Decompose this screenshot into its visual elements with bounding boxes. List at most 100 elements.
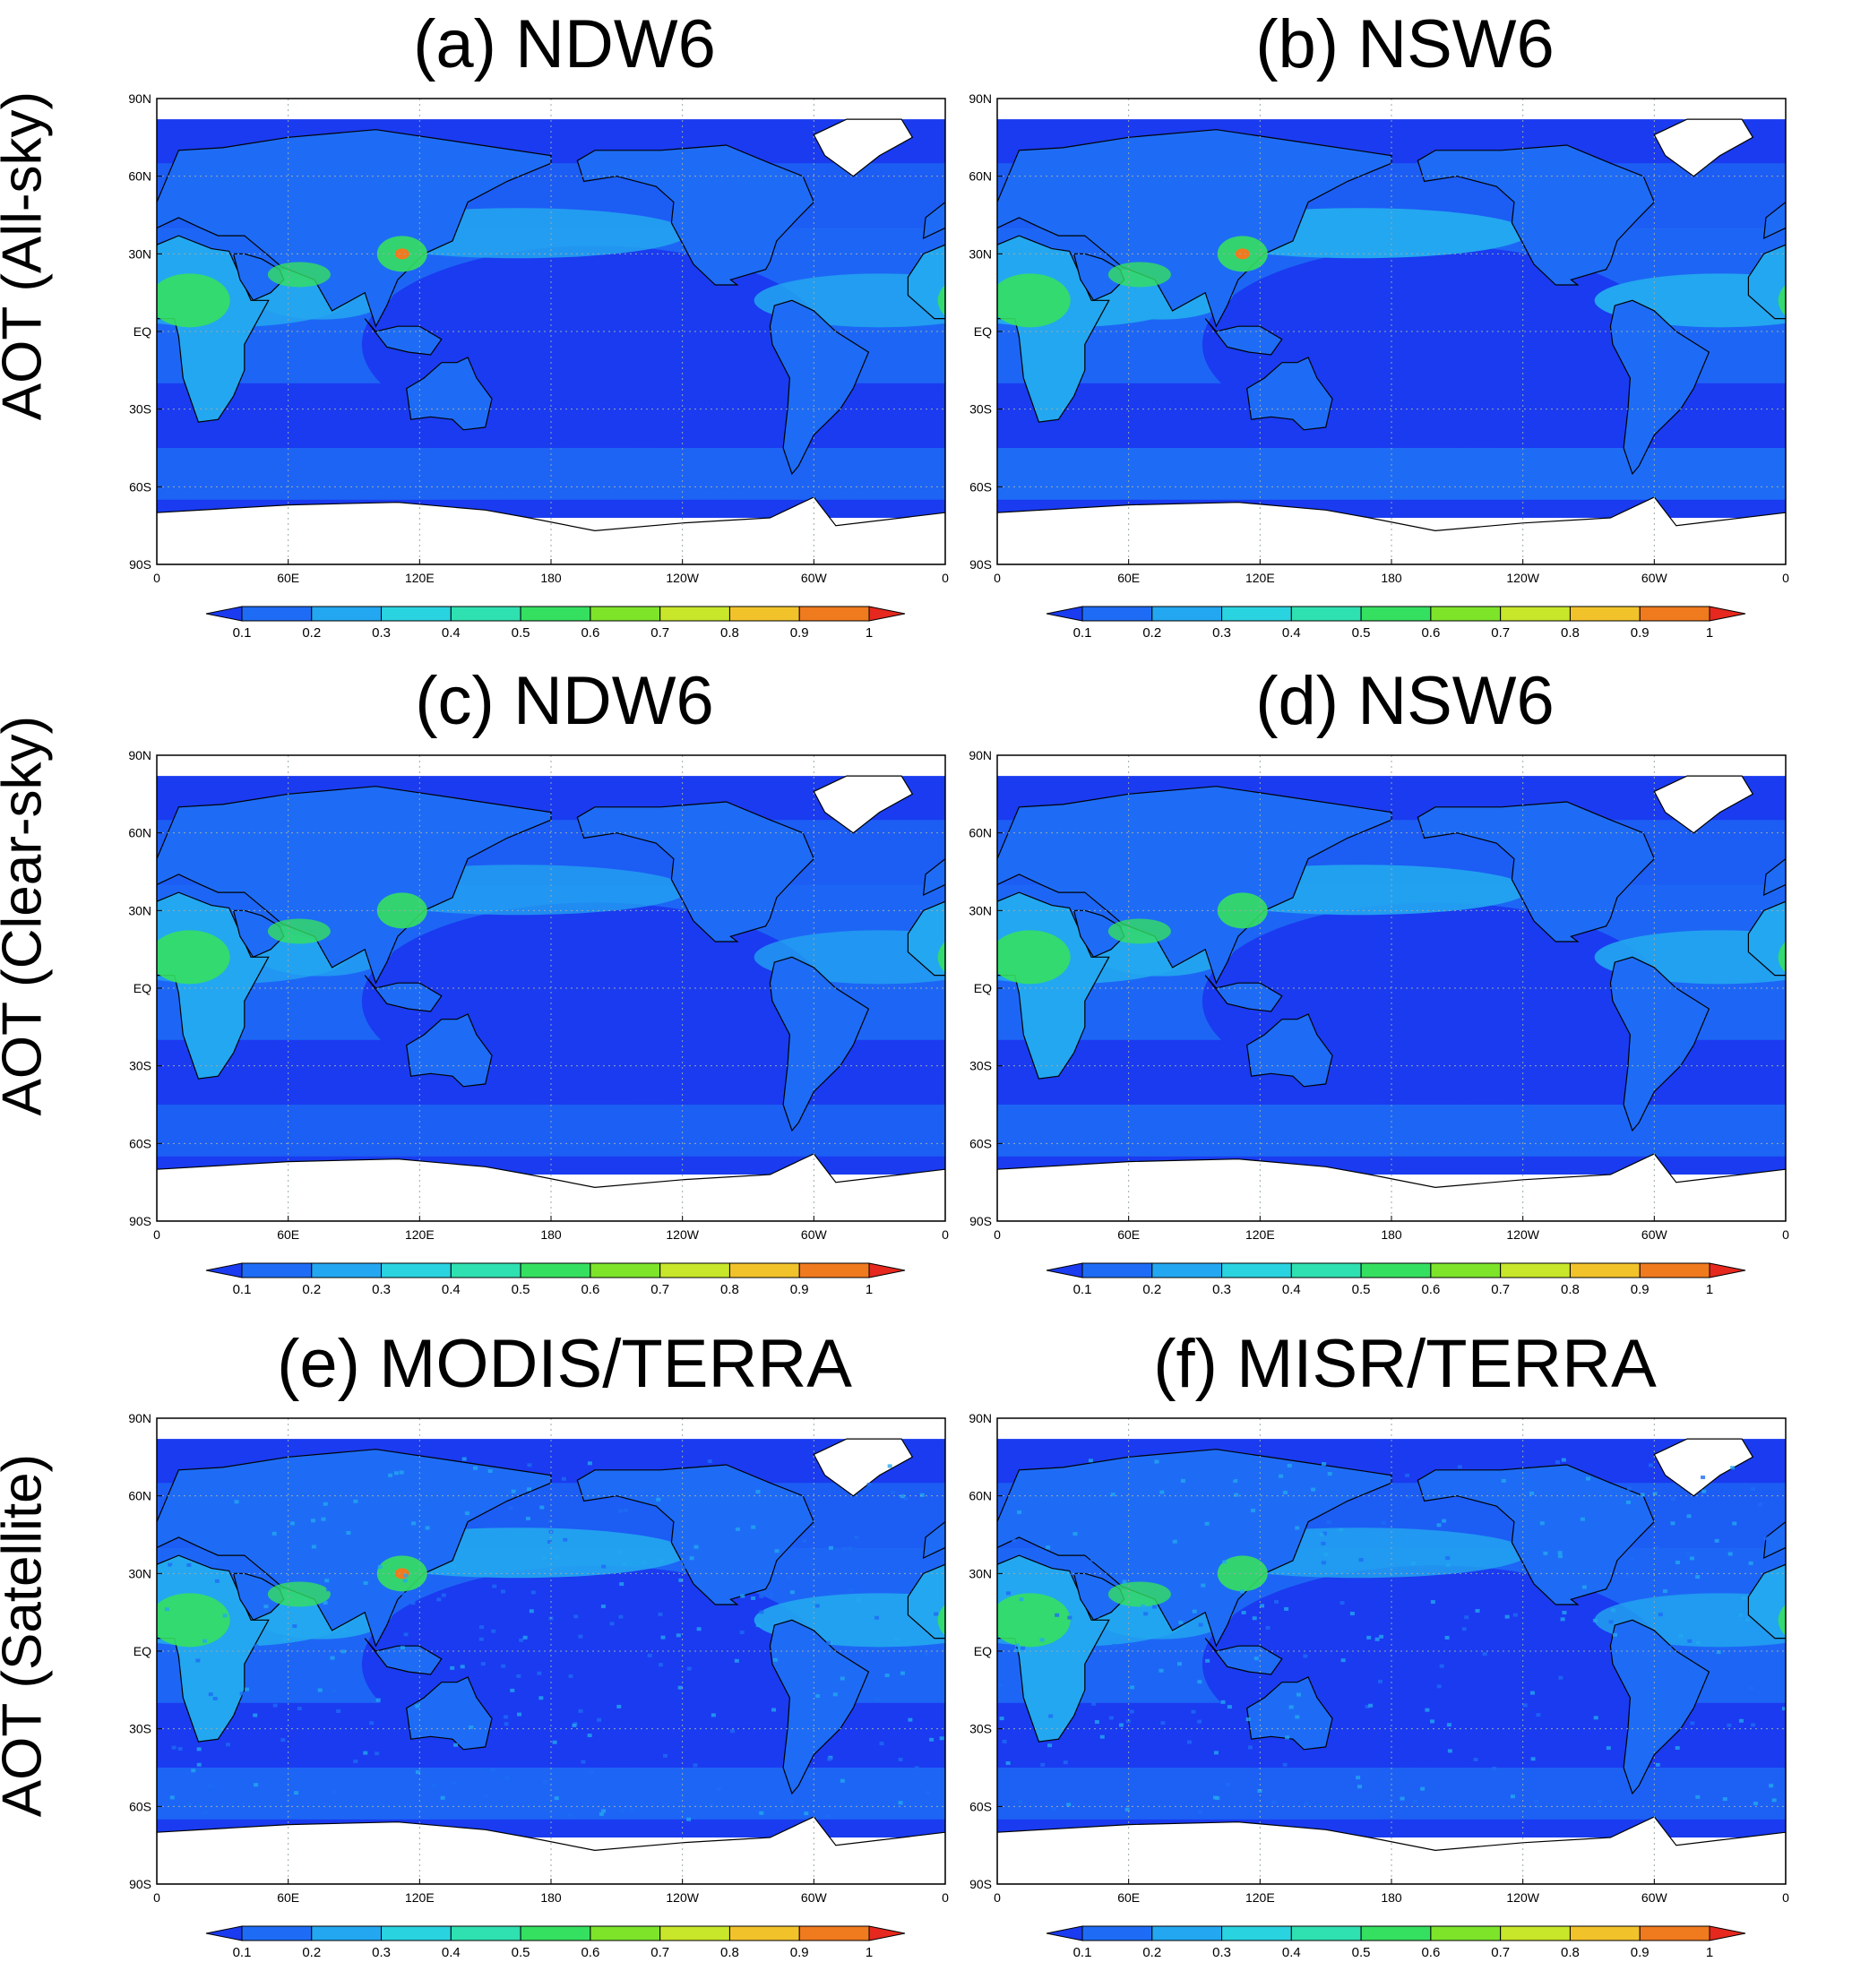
- satellite-speckle: [1048, 1714, 1054, 1718]
- colorbar-label: 0.8: [1561, 625, 1580, 641]
- colorbar-segment: [241, 1925, 313, 1941]
- lat-tick-label: 60N: [128, 826, 151, 840]
- satellite-speckle: [1727, 1723, 1732, 1727]
- satellite-speckle: [1005, 1591, 1011, 1596]
- satellite-speckle: [686, 1817, 692, 1821]
- satellite-speckle: [1675, 1746, 1680, 1751]
- satellite-speckle: [616, 1704, 622, 1708]
- colorbar-label: 0.3: [372, 1282, 391, 1297]
- lat-tick-label: 30S: [129, 1722, 151, 1736]
- satellite-speckle: [755, 1490, 761, 1494]
- colorbar-segment: [1569, 1262, 1641, 1278]
- satellite-speckle: [1748, 1561, 1753, 1565]
- lat-tick-label: 30N: [969, 1566, 992, 1580]
- colorbar-low-triangle: [205, 1262, 243, 1278]
- lon-tick-label: 60E: [1117, 571, 1140, 585]
- satellite-speckle: [1442, 1519, 1447, 1523]
- satellite-speckle: [1227, 1705, 1232, 1709]
- satellite-speckle: [317, 1688, 323, 1692]
- colorbar-label: 0.9: [1631, 625, 1650, 641]
- lat-tick-label: 90N: [128, 748, 151, 762]
- colorbar-segment: [1500, 606, 1571, 622]
- lon-tick-label: 120W: [666, 1227, 699, 1242]
- satellite-speckle: [1018, 1800, 1023, 1804]
- colorbar-label: 0.3: [372, 625, 391, 641]
- lon-tick-label: 60E: [277, 571, 299, 585]
- sahel-high-aot: [157, 930, 230, 985]
- satellite-speckle: [1326, 1520, 1331, 1525]
- satellite-speckle: [1047, 1743, 1053, 1748]
- satellite-speckle: [1110, 1493, 1116, 1497]
- landmass-namerica: [576, 144, 815, 286]
- sahel-high-aot: [997, 273, 1071, 328]
- satellite-speckle: [1186, 1740, 1192, 1744]
- satellite-speckle: [1405, 1473, 1410, 1477]
- satellite-speckle: [999, 1717, 1004, 1721]
- satellite-speckle: [1461, 1627, 1467, 1631]
- colorbar-segment: [1221, 1262, 1292, 1278]
- satellite-speckle: [1689, 1556, 1694, 1561]
- lat-tick-label: EQ: [134, 981, 151, 995]
- satellite-speckle: [1368, 1703, 1374, 1708]
- lat-tick-label: 30N: [128, 1566, 151, 1580]
- satellite-speckle: [1670, 1521, 1675, 1526]
- colorbar-segment: [1639, 1925, 1710, 1941]
- lat-tick-label: 60N: [969, 169, 992, 184]
- satellite-speckle: [1062, 1494, 1067, 1499]
- lon-tick-label: 0: [942, 571, 949, 585]
- satellite-speckle: [1319, 1532, 1324, 1536]
- satellite-speckle: [568, 1674, 573, 1678]
- lat-tick-label: 60N: [969, 1489, 992, 1503]
- satellite-speckle: [815, 1694, 821, 1699]
- satellite-speckle: [1124, 1807, 1130, 1812]
- colorbar-label: 0.9: [790, 625, 809, 641]
- sahel-high-aot-wrap: [937, 941, 945, 973]
- satellite-speckle: [1445, 1562, 1451, 1567]
- colorbar-segment: [450, 606, 521, 622]
- satellite-speckle: [435, 1520, 440, 1525]
- satellite-speckle: [263, 1605, 269, 1609]
- lon-tick-label: 180: [1381, 571, 1402, 585]
- satellite-speckle: [363, 1581, 368, 1586]
- satellite-speckle: [461, 1457, 467, 1461]
- satellite-speckle: [1304, 1802, 1309, 1806]
- satellite-speckle: [542, 1780, 547, 1785]
- satellite-speckle: [1265, 1625, 1271, 1630]
- lat-tick-label: 60S: [969, 1799, 992, 1813]
- satellite-speckle: [787, 1576, 792, 1580]
- satellite-speckle: [787, 1643, 792, 1648]
- satellite-speckle: [1690, 1721, 1695, 1726]
- landmass-antarctica: [157, 1153, 945, 1221]
- satellite-speckle: [848, 1588, 853, 1592]
- satellite-speckle: [658, 1612, 663, 1616]
- satellite-speckle: [1535, 1804, 1540, 1809]
- lat-tick-label: 30N: [128, 903, 151, 917]
- satellite-speckle: [659, 1559, 665, 1563]
- satellite-speckle: [919, 1493, 925, 1497]
- satellite-speckle: [330, 1656, 335, 1660]
- satellite-speckle: [890, 1491, 895, 1495]
- satellite-speckle: [1052, 1806, 1057, 1811]
- satellite-speckle: [1593, 1716, 1598, 1720]
- colorbar-label: 0.2: [1142, 625, 1161, 641]
- satellite-speckle: [1557, 1554, 1563, 1559]
- colorbar-segment: [1221, 606, 1292, 622]
- satellite-speckle: [689, 1556, 694, 1561]
- satellite-speckle: [1560, 1617, 1565, 1622]
- satellite-speckle: [854, 1536, 859, 1540]
- lat-tick-label: 60N: [128, 169, 151, 184]
- landmass-samerica: [1609, 956, 1710, 1132]
- satellite-speckle: [1613, 1632, 1618, 1637]
- satellite-speckle: [1160, 1721, 1166, 1726]
- satellite-speckle: [234, 1500, 239, 1504]
- satellite-speckle: [1055, 1613, 1060, 1617]
- landmass-namerica: [576, 801, 815, 942]
- colorbar-label: 0.2: [1142, 1945, 1161, 1960]
- satellite-speckle: [1303, 1654, 1308, 1658]
- panel-title-b: (b) NSW6: [1255, 6, 1555, 82]
- satellite-speckle: [1624, 1572, 1630, 1577]
- satellite-speckle: [1668, 1661, 1674, 1665]
- satellite-speckle: [171, 1565, 177, 1570]
- satellite-speckle: [847, 1546, 852, 1551]
- satellite-speckle: [1711, 1649, 1717, 1654]
